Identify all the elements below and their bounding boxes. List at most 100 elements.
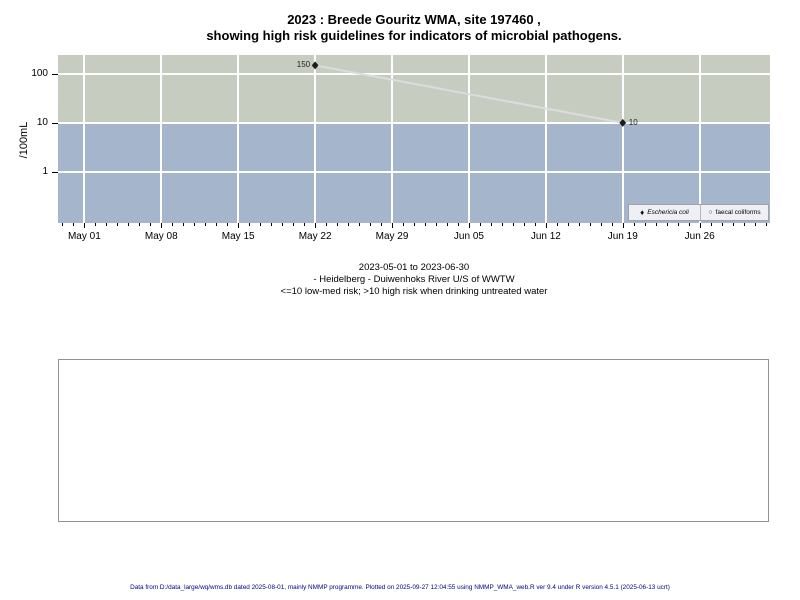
x-minor-tick — [403, 223, 404, 226]
x-tick-label: Jun 19 — [607, 231, 638, 242]
gridline-horizontal — [58, 121, 770, 124]
subtitle-site-description: - Heidelberg - Duiwenhoks River U/S of W… — [313, 274, 515, 285]
x-minor-tick — [512, 223, 514, 226]
subtitle-risk-guideline: <=10 low-med risk; >10 high risk when dr… — [280, 286, 548, 297]
x-minor-tick — [194, 223, 196, 226]
x-minor-tick — [282, 223, 284, 226]
x-minor-tick — [183, 223, 185, 226]
data-point-filled-diamond — [619, 118, 627, 127]
y-tick-label: 100 — [31, 67, 48, 79]
x-minor-tick — [293, 223, 295, 226]
x-minor-tick — [446, 223, 448, 226]
gridline-vertical — [621, 55, 624, 223]
legend-item-ecoli: ♦ Eschericia coli — [629, 205, 700, 220]
gridline-vertical — [237, 55, 240, 223]
filled-diamond-icon: ♦ — [640, 207, 645, 217]
x-minor-tick — [589, 223, 591, 226]
x-minor-tick — [523, 223, 525, 226]
x-minor-tick — [688, 223, 690, 226]
x-minor-tick — [359, 223, 361, 226]
plot-area: 150 10 ♦ Eschericia coli ○ faecal colifor… — [58, 55, 770, 223]
x-minor-tick — [139, 223, 141, 226]
x-minor-tick — [743, 223, 745, 226]
gridline-vertical — [698, 55, 701, 223]
x-major-tick — [238, 223, 240, 228]
x-tick-label: Jun 26 — [684, 231, 715, 242]
x-minor-tick — [435, 223, 437, 226]
legend-item-faecal-coliforms: ○ faecal coliforms — [701, 205, 768, 220]
x-minor-tick — [381, 223, 383, 226]
x-minor-tick — [216, 223, 218, 226]
data-point-label: 150 — [296, 60, 311, 70]
data-layer — [311, 61, 627, 127]
open-circle-icon: ○ — [708, 209, 713, 216]
x-minor-tick — [106, 223, 108, 226]
x-minor-tick — [95, 223, 97, 226]
x-minor-tick — [501, 223, 503, 226]
x-minor-tick — [765, 223, 767, 226]
chart-title: 2023 : Breede Gouritz WMA, site 197460 ,… — [58, 12, 770, 44]
x-minor-tick — [655, 223, 657, 226]
x-minor-tick — [348, 223, 350, 226]
x-minor-tick — [260, 223, 262, 226]
x-major-tick — [699, 223, 701, 228]
x-tick-label: Jun 12 — [530, 231, 561, 242]
data-point-label: 10 — [628, 117, 638, 127]
x-minor-tick — [271, 223, 273, 226]
x-minor-tick — [710, 223, 712, 226]
x-major-tick — [84, 223, 86, 228]
x-tick-label: Jun 05 — [453, 231, 484, 242]
x-minor-tick — [370, 223, 372, 226]
x-tick-label: May 15 — [221, 231, 255, 242]
x-major-tick — [545, 223, 547, 228]
x-minor-tick — [600, 223, 602, 226]
x-minor-tick — [732, 223, 734, 226]
x-minor-tick — [414, 223, 415, 226]
gridline-horizontal — [58, 72, 770, 75]
x-minor-tick — [457, 223, 459, 226]
x-minor-tick — [128, 223, 130, 226]
x-minor-tick — [62, 223, 64, 226]
gridline-vertical — [467, 55, 470, 223]
legend-divider — [700, 205, 701, 220]
x-tick-label: May 22 — [298, 231, 332, 242]
x-minor-tick — [721, 223, 723, 226]
x-major-tick — [392, 223, 394, 228]
x-minor-tick — [556, 223, 558, 226]
gridline-vertical — [314, 55, 317, 223]
chart-subtitle: 2023-05-01 to 2023-06-30 - Heidelberg - … — [58, 262, 770, 298]
x-major-tick — [622, 223, 624, 228]
x-minor-tick — [611, 223, 613, 226]
gridline-vertical — [391, 55, 394, 223]
chart-title-line1: 2023 : Breede Gouritz WMA, site 197460 , — [287, 12, 541, 27]
x-major-tick — [315, 223, 317, 228]
legend-label-faecal-coliforms: faecal coliforms — [715, 209, 761, 216]
y-axis-title: /100mL — [18, 121, 30, 159]
x-minor-tick — [633, 223, 635, 226]
x-minor-tick — [567, 223, 569, 226]
x-minor-tick — [117, 223, 119, 226]
x-major-tick — [468, 223, 470, 228]
x-minor-tick — [578, 223, 580, 226]
x-minor-tick — [73, 223, 75, 226]
x-minor-tick — [534, 223, 536, 226]
x-minor-tick — [644, 223, 646, 226]
x-minor-tick — [227, 223, 229, 226]
x-minor-tick — [304, 223, 306, 226]
x-minor-tick — [754, 223, 756, 226]
empty-panel — [58, 359, 769, 522]
x-minor-tick — [150, 223, 152, 226]
y-tick-label: 1 — [42, 165, 48, 177]
footer-caption: Data from D:/data_large/wq/wms.db dated … — [130, 584, 670, 591]
x-tick-label: May 29 — [375, 231, 409, 242]
data-point-filled-diamond — [311, 61, 319, 70]
x-minor-tick — [326, 223, 328, 226]
gridline-vertical — [160, 55, 163, 223]
series-line-filled-diamond — [314, 64, 623, 124]
x-minor-tick — [677, 223, 679, 226]
gridline-horizontal — [58, 170, 770, 173]
x-minor-tick — [172, 223, 174, 226]
x-minor-tick — [249, 223, 251, 226]
x-minor-tick — [205, 223, 207, 226]
